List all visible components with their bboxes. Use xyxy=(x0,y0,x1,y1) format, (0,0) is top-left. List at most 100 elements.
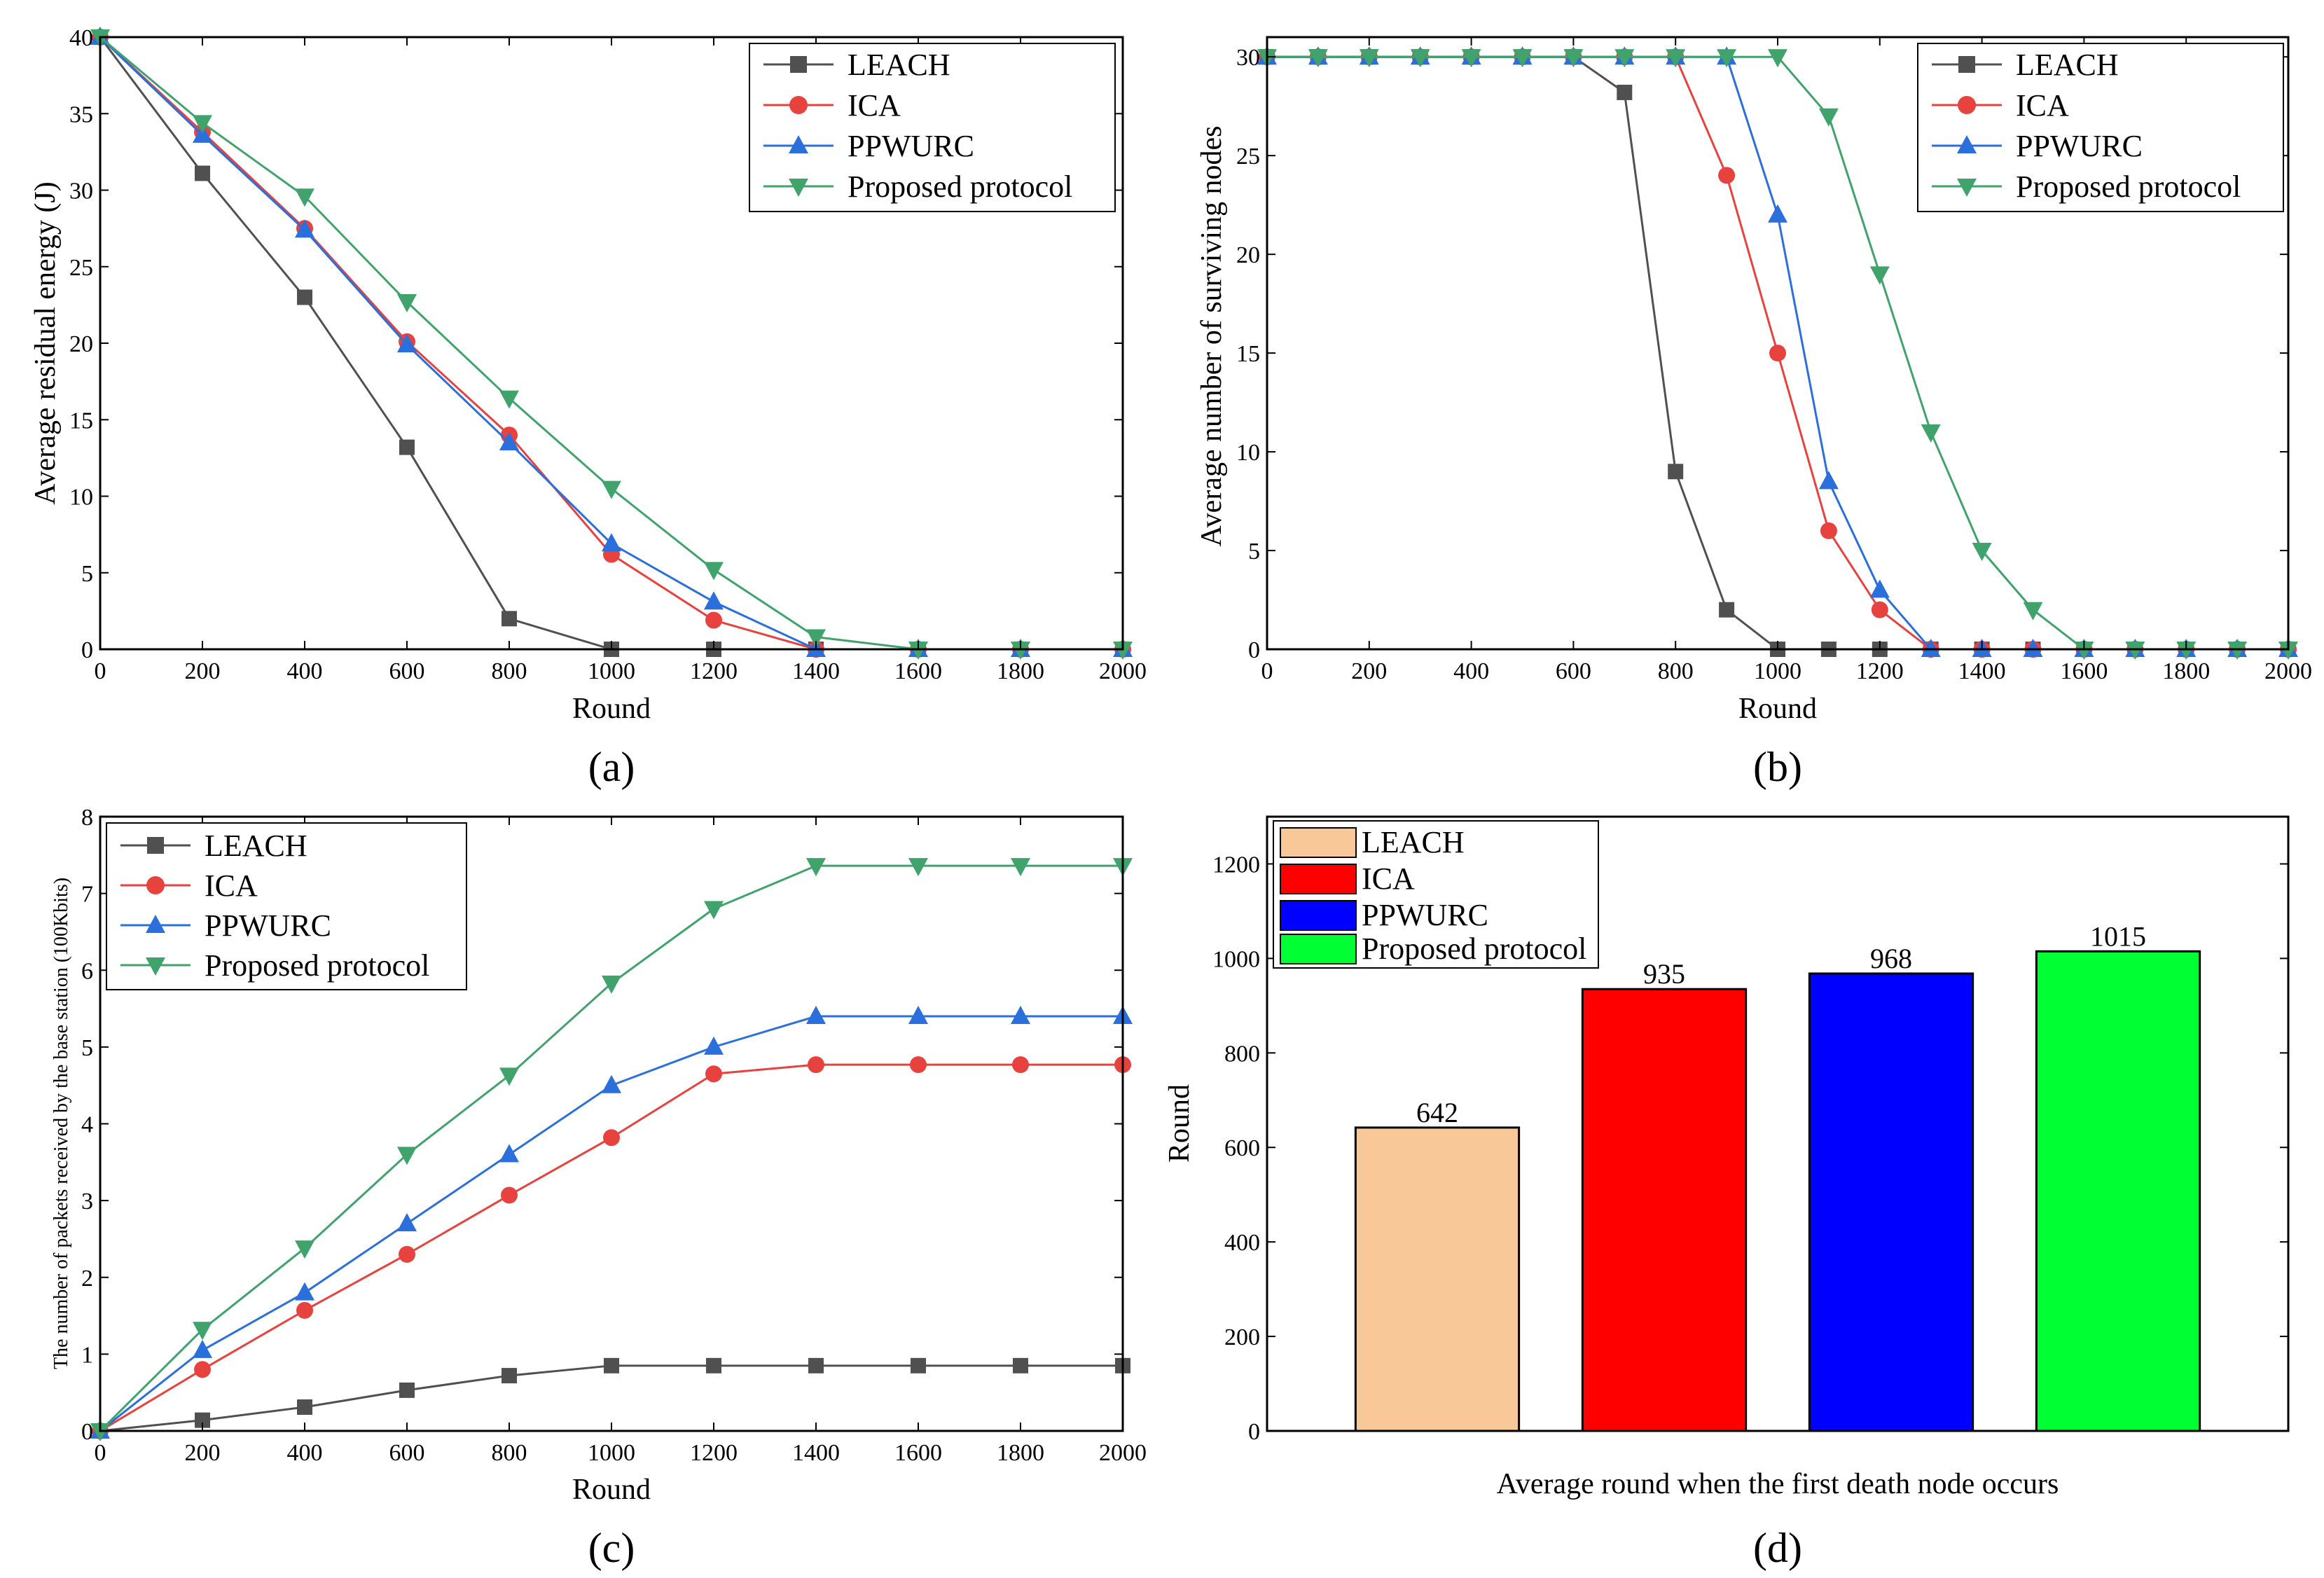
data-point-proposed-protocol xyxy=(908,858,928,877)
data-point-proposed-protocol xyxy=(806,629,826,648)
data-point-leach xyxy=(1617,84,1633,100)
y-tick-label: 25 xyxy=(1236,144,1260,169)
legend-marker-ppwurc xyxy=(789,135,808,153)
panel-a-yticks: 0 5 10 15 20 25 30 35 40 xyxy=(69,25,1123,663)
series-line-leach xyxy=(99,1364,1123,1432)
x-tick-label: 1200 xyxy=(1856,658,1904,684)
data-point-ppwurc xyxy=(295,1282,314,1301)
legend-label-ica: ICA xyxy=(1362,861,1415,896)
panel-c-caption: (c) xyxy=(588,1525,635,1571)
legend-marker-leach xyxy=(1958,56,1975,73)
y-tick-label: 15 xyxy=(1236,341,1260,367)
data-point-proposed-protocol xyxy=(397,294,417,313)
data-point-proposed-protocol xyxy=(1818,108,1839,127)
legend-marker-ica xyxy=(789,96,808,114)
data-point-leach xyxy=(195,165,210,181)
x-tick-label: 1800 xyxy=(997,1440,1044,1466)
data-point-ica xyxy=(194,1361,211,1378)
data-point-leach xyxy=(502,611,517,627)
data-point-leach xyxy=(1668,464,1684,480)
data-point-proposed-protocol xyxy=(2125,642,2145,660)
data-point-ppwurc xyxy=(295,219,314,238)
x-tick-label: 1600 xyxy=(2060,658,2108,684)
data-point-ppwurc xyxy=(602,1074,621,1093)
legend-marker-proposed xyxy=(789,179,808,197)
data-point-ppwurc xyxy=(602,533,621,552)
x-tick-label: 0 xyxy=(1261,658,1273,684)
data-point-leach xyxy=(297,1399,312,1416)
bar-ica xyxy=(1581,988,1748,1432)
data-point-ppwurc xyxy=(806,1006,826,1025)
legend-marker-proposed xyxy=(146,957,165,976)
data-point-proposed-protocol xyxy=(90,1423,110,1441)
legend-swatch-leach xyxy=(1280,827,1357,858)
legend-label-proposed: Proposed protocol xyxy=(205,948,429,983)
data-point-leach xyxy=(297,289,312,305)
panel-c-legend: LEACH ICA PPWURC Proposed protocol xyxy=(106,822,467,990)
bar-value-label-ppwurc: 968 xyxy=(1870,943,1912,974)
panel-c: 0 200 400 600 800 1000 1200 1400 1600 1800 2000 0 1… xyxy=(50,805,1147,1571)
legend-entry-leach: LEACH xyxy=(120,829,307,863)
data-point-ica xyxy=(501,1186,518,1204)
data-point-proposed-protocol xyxy=(1972,543,1992,562)
data-point-proposed-protocol xyxy=(1869,266,1890,285)
data-point-proposed-protocol xyxy=(1011,858,1030,877)
x-tick-label: 2000 xyxy=(1099,1440,1147,1466)
x-tick-label: 1200 xyxy=(690,658,738,684)
legend-entry-ppwurc: PPWURC xyxy=(120,908,331,943)
data-point-proposed-protocol xyxy=(193,115,212,134)
x-tick-label: 1000 xyxy=(588,1440,635,1466)
data-point-ppwurc xyxy=(397,1213,417,1232)
panel-d-ylabel: Round xyxy=(1163,1084,1196,1163)
data-point-proposed-protocol xyxy=(908,642,928,660)
data-point-proposed-protocol xyxy=(1308,49,1328,68)
bar-ppwurc xyxy=(1808,972,1974,1432)
data-point-leach xyxy=(604,1357,619,1373)
data-point-ica xyxy=(808,1056,824,1074)
panel-b-legend: LEACH ICA PPWURC Proposed protocol xyxy=(1917,43,2284,212)
x-tick-label: 800 xyxy=(492,658,527,684)
legend-entry-proposed: Proposed protocol xyxy=(120,948,429,983)
x-tick-label: 400 xyxy=(287,1440,323,1466)
y-tick-label: 5 xyxy=(81,1035,93,1061)
data-point-proposed-protocol xyxy=(602,975,621,994)
y-tick-label: 6 xyxy=(81,958,93,984)
legend-swatch-ppwurc xyxy=(1280,900,1357,931)
data-point-proposed-protocol xyxy=(295,188,314,207)
series-line-ica xyxy=(99,1063,1123,1432)
legend-entry-ppwurc: PPWURC xyxy=(763,129,974,163)
data-point-ica xyxy=(603,1129,620,1147)
legend-label-ppwurc: PPWURC xyxy=(205,908,331,943)
legend-entry-ica: ICA xyxy=(1932,88,2069,123)
panel-c-ylabel: The number of packets received by the ba… xyxy=(50,878,72,1369)
data-point-proposed-protocol xyxy=(295,1240,314,1259)
data-point-ica xyxy=(910,1056,927,1074)
legend-swatch-ica xyxy=(1280,864,1357,894)
data-point-ppwurc xyxy=(704,1036,724,1055)
data-point-proposed-protocol xyxy=(1461,49,1481,68)
legend-marker-ppwurc xyxy=(146,915,165,933)
data-point-ica xyxy=(1820,522,1837,539)
y-tick-label: 0 xyxy=(1248,1419,1260,1445)
data-point-ppwurc xyxy=(1768,204,1787,223)
bar-leach xyxy=(1354,1126,1521,1432)
x-tick-label: 600 xyxy=(389,1440,425,1466)
legend-entry-ica: ICA xyxy=(120,868,258,903)
data-point-proposed-protocol xyxy=(2176,642,2197,660)
y-tick-label: 0 xyxy=(81,637,93,663)
data-point-proposed-protocol xyxy=(499,390,519,409)
data-point-ica xyxy=(705,1065,722,1083)
panel-a-xlabel: Round xyxy=(572,693,651,725)
x-tick-label: 800 xyxy=(1658,658,1694,684)
panel-d-caption: (d) xyxy=(1753,1525,1802,1571)
y-tick-label: 1 xyxy=(81,1342,93,1368)
data-point-ica xyxy=(399,1245,415,1263)
panel-a-legend: LEACH ICA PPWURC Proposed protocol xyxy=(749,43,1116,212)
data-point-leach xyxy=(399,1382,415,1398)
data-point-leach xyxy=(195,1412,210,1428)
panel-b: 0 200 400 600 800 1000 1200 1400 1600 1800 2000 0 5… xyxy=(1196,36,2312,790)
y-tick-label: 5 xyxy=(81,561,93,587)
y-tick-label: 30 xyxy=(69,179,93,205)
legend-entry-leach: LEACH xyxy=(763,48,950,82)
